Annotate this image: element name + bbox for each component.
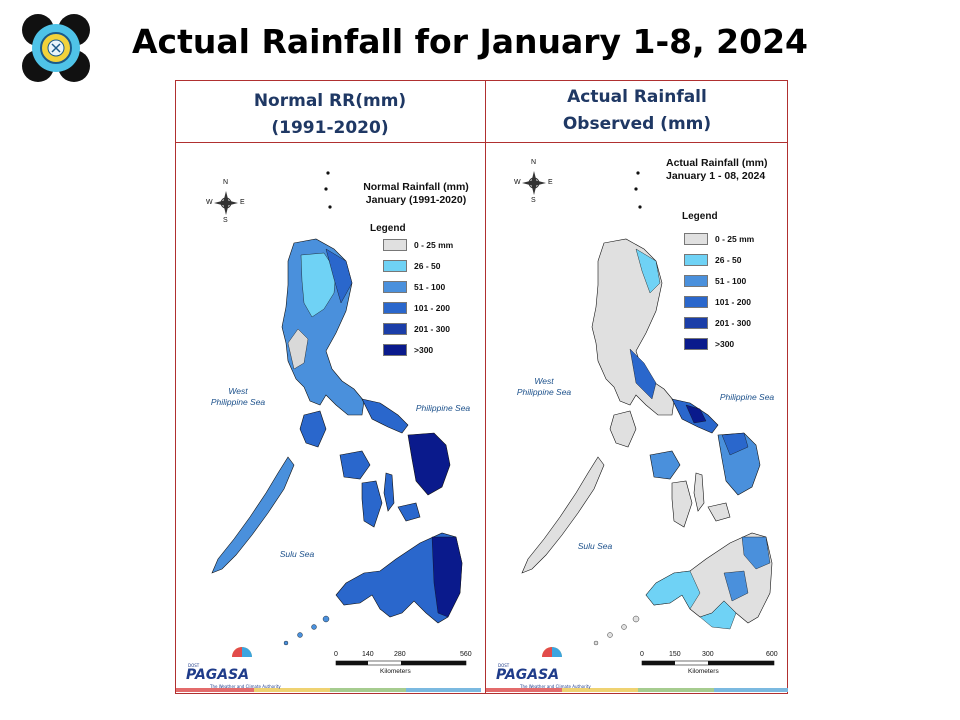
scale-unit: Kilometers: [380, 668, 411, 675]
sea-label-sulu: Sulu Sea: [577, 541, 613, 551]
legend-label: 101 - 200: [414, 303, 450, 313]
scale-tick-1: 140: [362, 651, 374, 658]
scale-tick-3: 560: [460, 651, 472, 658]
map-title-normal: Normal Rainfall (mm) January (1991-2020): [356, 181, 476, 207]
legend-swatch: [684, 254, 708, 266]
compass-e: E: [548, 179, 553, 186]
legend-swatch: [383, 260, 407, 272]
legend-swatch: [684, 233, 708, 245]
bohol-island: [397, 502, 421, 522]
legend-swatch: [383, 302, 407, 314]
scale-tick-2: 300: [702, 651, 714, 658]
legend-title-actual: Legend: [682, 211, 718, 222]
scale-tick-1: 150: [669, 651, 681, 658]
pagasa-dost: DOST: [498, 663, 510, 668]
scale-tick-0: 0: [334, 651, 338, 658]
map-panel-normal: Normal Rainfall (mm) January (1991-2020)…: [176, 143, 481, 693]
compass-rose-icon: [214, 191, 238, 215]
column-header-actual-line1: Actual Rainfall: [567, 87, 707, 107]
negros-island: [671, 480, 693, 528]
compass-s: S: [223, 217, 228, 224]
scale-tick-0: 0: [640, 651, 644, 658]
mindoro-island: [299, 410, 327, 448]
panay-island: [649, 450, 681, 480]
compass-w: W: [206, 199, 213, 206]
pagasa-umbrella-icon: [232, 647, 252, 657]
samar-leyte: [407, 432, 451, 496]
pagasa-tagline: The Weather and Climate Authority: [210, 684, 281, 689]
scale-bar: [335, 660, 467, 666]
map-title-normal-line2: January (1991-2020): [365, 194, 467, 206]
column-header-normal-line2: (1991-2020): [271, 118, 389, 138]
legend-label: 201 - 300: [715, 318, 751, 328]
legend-label: >300: [715, 339, 735, 349]
legend-label: 51 - 100: [715, 276, 747, 286]
column-header-actual-line2: Observed (mm): [562, 114, 712, 134]
compass-rose-icon: [522, 171, 546, 195]
legend-swatch: [684, 275, 708, 287]
cebu-island: [383, 472, 395, 512]
scale-tick-2: 280: [394, 651, 406, 658]
map-panel-actual: Actual Rainfall (mm) January 1 - 08, 202…: [486, 143, 791, 693]
scale-tick-3: 600: [766, 651, 778, 658]
legend-label: 201 - 300: [414, 324, 450, 334]
sea-label-sulu: Sulu Sea: [279, 549, 315, 559]
map-title-actual: Actual Rainfall (mm) January 1 - 08, 202…: [666, 157, 786, 183]
sea-label-west: West Philippine Sea: [210, 386, 266, 407]
scale-bar: [641, 660, 775, 666]
negros-island: [361, 480, 383, 528]
philippines-map-normal: [176, 171, 481, 692]
sea-label-west: West Philippine Sea: [516, 376, 572, 397]
legend-swatch: [684, 296, 708, 308]
bicol-region: [361, 398, 409, 434]
bohol-island: [707, 502, 731, 522]
legend-label: 26 - 50: [715, 255, 742, 265]
compass-e: E: [240, 199, 245, 206]
column-divider: [485, 80, 486, 694]
palawan-island: [211, 456, 295, 574]
map-title-actual-line2: January 1 - 08, 2024: [666, 170, 766, 182]
sea-label-east: Philippine Sea: [719, 392, 775, 402]
legend-label: >300: [414, 345, 434, 355]
legend-swatch: [383, 239, 407, 251]
pagasa-wordmark: PAGASA: [496, 667, 560, 683]
legend-label: 51 - 100: [414, 282, 446, 292]
philippines-map-actual: [486, 171, 788, 692]
map-title-actual-line1: Actual Rainfall (mm): [666, 157, 768, 169]
pagasa-seal-logo: [22, 14, 90, 82]
legend-label: 101 - 200: [715, 297, 751, 307]
legend-swatch: [383, 281, 407, 293]
pagasa-dost: DOST: [188, 663, 200, 668]
compass-s: S: [531, 197, 536, 204]
luzon-island: [591, 238, 675, 416]
column-header-actual: Actual Rainfall Observed (mm): [487, 84, 787, 138]
pagasa-tagline: The Weather and Climate Authority: [520, 684, 591, 689]
compass-n: N: [223, 179, 229, 186]
slide-title: Actual Rainfall for January 1-8, 2024: [132, 22, 809, 61]
palawan-island: [521, 456, 605, 574]
cebu-island: [693, 472, 705, 512]
column-header-normal: Normal RR(mm) (1991-2020): [176, 88, 484, 142]
pagasa-wordmark: PAGASA: [186, 667, 250, 683]
header-divider: [175, 142, 788, 143]
legend-swatch: [684, 317, 708, 329]
pagasa-umbrella-icon: [542, 647, 562, 657]
legend-swatch: [383, 344, 407, 356]
legend-title-normal: Legend: [370, 223, 406, 234]
legend-swatch: [383, 323, 407, 335]
compass-w: W: [514, 179, 521, 186]
legend-label: 0 - 25 mm: [414, 240, 454, 250]
compass-n: N: [531, 159, 537, 166]
panay-island: [339, 450, 371, 480]
legend-swatch: [684, 338, 708, 350]
comparison-table-frame: [175, 80, 788, 694]
sea-label-east: Philippine Sea: [415, 403, 471, 413]
legend-label: 26 - 50: [414, 261, 441, 271]
scale-unit: Kilometers: [688, 668, 719, 675]
legend-label: 0 - 25 mm: [715, 234, 755, 244]
mindoro-island: [609, 410, 637, 448]
column-header-normal-line1: Normal RR(mm): [253, 91, 407, 111]
map-title-normal-line1: Normal Rainfall (mm): [363, 181, 469, 193]
